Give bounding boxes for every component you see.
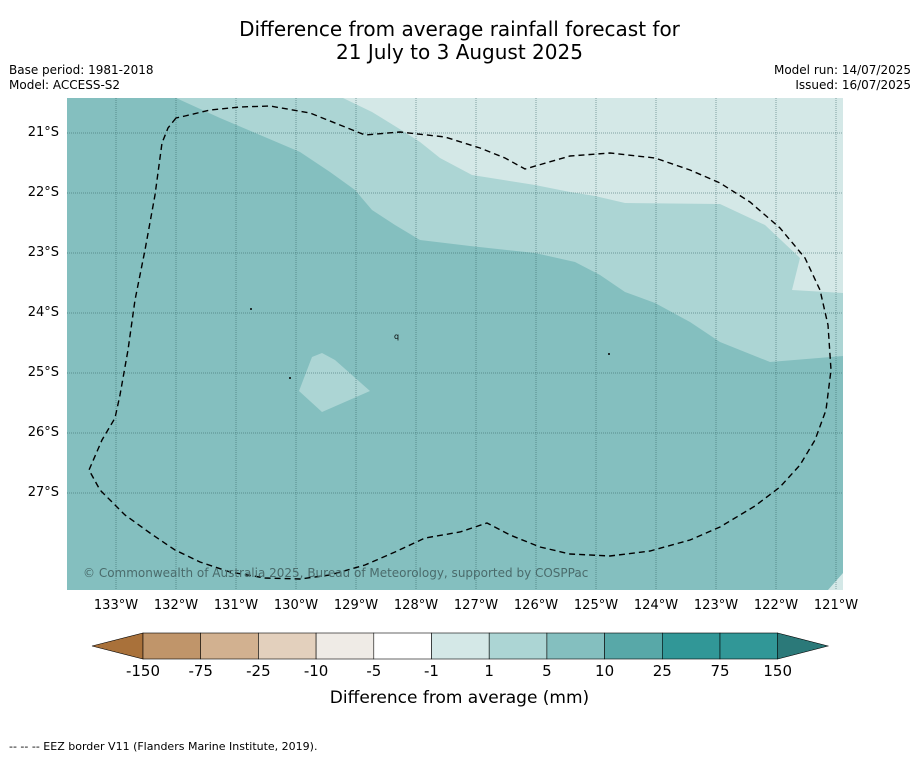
colorbar-segment [604,632,663,660]
island-marker [250,308,252,310]
run-info: Model run: 14/07/2025 Issued: 16/07/2025 [774,63,911,93]
copyright-text: © Commonwealth of Australia 2025, Bureau… [83,566,588,580]
colorbar-tick-label: -75 [188,662,213,680]
colorbar-arrow-low [91,632,144,660]
corner-patch [828,573,843,590]
colorbar-segment [719,632,779,660]
base-info: Base period: 1981-2018 Model: ACCESS-S2 [9,63,154,93]
colorbar-segment [488,632,548,660]
colorbar-segment [258,632,317,660]
colorbar-tick-label: -5 [366,662,382,680]
longitude-label: 123°W [693,598,739,613]
colorbar-tick-label: 25 [652,662,672,680]
colorbar-tick-label: 150 [763,662,793,680]
island-marker [289,377,291,379]
longitude-label: 126°W [513,598,559,613]
colorbar-segment [142,632,202,660]
island-marker [608,353,610,355]
longitude-label: 125°W [573,598,619,613]
colorbar-tick-label: -10 [303,662,329,680]
longitude-label: 132°W [153,598,199,613]
eez-legend-note: -- -- -- EEZ border V11 (Flanders Marine… [9,740,318,753]
colorbar-segment [373,632,432,660]
colorbar-segment [315,632,375,660]
colorbar-tick-label: -150 [125,662,161,680]
eez-border [88,105,832,580]
longitude-label: 128°W [393,598,439,613]
colorbar-tick-label: 10 [595,662,615,680]
longitude-label: 124°W [633,598,679,613]
latitude-label: 21°S [27,125,59,140]
latitude-label: 22°S [27,185,59,200]
colorbar-segment [546,632,605,660]
latitude-label: 26°S [27,425,59,440]
base-period-text: Base period: 1981-2018 [9,63,154,77]
colorbar-tick-label: 75 [710,662,730,680]
colorbar-tick-label: 5 [542,662,552,680]
model-run-text: Model run: 14/07/2025 [773,63,911,77]
latitude-label: 27°S [27,485,59,500]
small-anomaly-patch [299,353,370,412]
title-line-2: 21 July to 3 August 2025 [336,40,583,64]
colorbar-tick-label: 1 [484,662,494,680]
longitude-label: 133°W [93,598,139,613]
colorbar-tick-label: -25 [246,662,271,680]
latitude-label: 24°S [27,305,59,320]
colorbar-arrow-high [777,632,830,660]
colorbar-tick-label: -1 [424,662,439,680]
band-1-5 [343,98,843,293]
colorbar-title: Difference from average (mm) [329,688,590,708]
latitude-label: 25°S [27,365,59,380]
title-line-1: Difference from average rainfall forecas… [239,17,680,41]
longitude-label: 131°W [213,598,259,613]
colorbar-segment [431,632,490,660]
colorbar [91,632,830,660]
gridlines [67,98,843,590]
longitude-label: 122°W [753,598,799,613]
longitude-label: 127°W [453,598,499,613]
latitude-label: 23°S [27,245,59,260]
longitude-label: 129°W [333,598,379,613]
issued-text: Issued: 16/07/2025 [795,78,911,92]
island-label: q [394,332,399,341]
longitude-label: 130°W [273,598,319,613]
model-name-text: Model: ACCESS-S2 [9,78,121,92]
chart-title: Difference from average rainfall forecas… [0,18,919,64]
longitude-label: 121°W [813,598,859,613]
colorbar-segment [200,632,259,660]
colorbar-segment [661,632,721,660]
